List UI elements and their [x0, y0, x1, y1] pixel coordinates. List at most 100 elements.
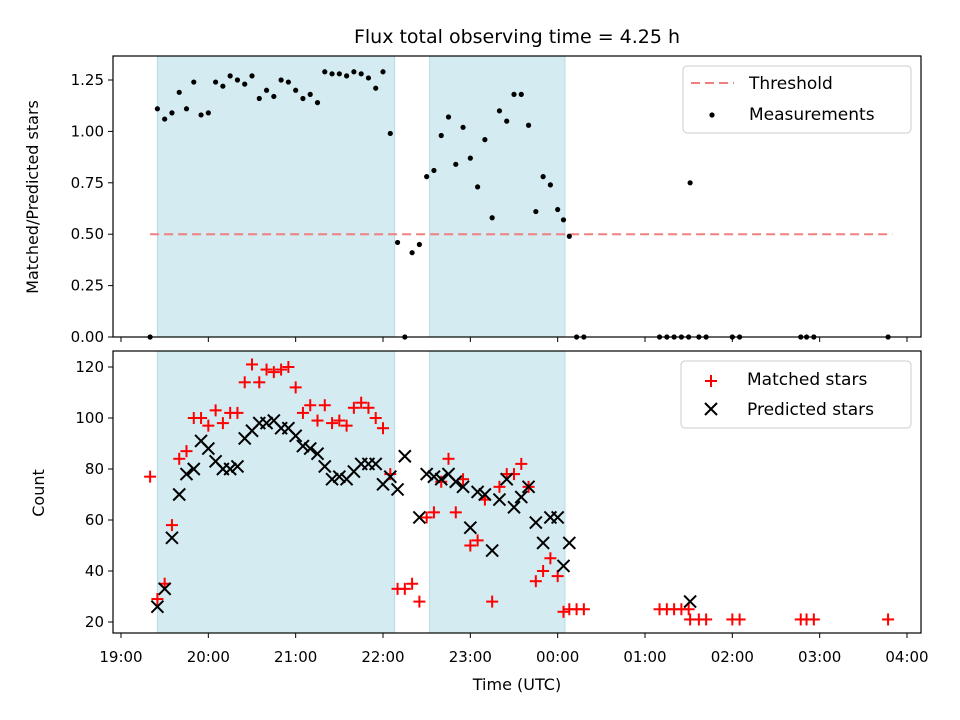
measurement-point	[460, 124, 466, 130]
predicted-star-point	[514, 490, 528, 504]
measurement-point	[365, 75, 372, 81]
predicted-star-point	[310, 446, 325, 461]
measurement-point	[183, 106, 190, 112]
measurement-point	[533, 208, 539, 215]
measurement-point	[540, 174, 546, 180]
matched-star-point	[493, 480, 506, 493]
top-legend-box	[682, 65, 912, 134]
x-tick-label: 21:00	[274, 648, 317, 666]
predicted-star-point	[296, 439, 310, 453]
measurement-point	[198, 112, 204, 118]
measurement-point	[234, 77, 241, 83]
matched-star-point	[557, 605, 570, 618]
bottom-x-ticks: 19:00 20:00 21:00 22:00 23:00 00:00 01:00 02:00…	[99, 633, 929, 666]
y-tick-label: 120	[75, 358, 104, 376]
x-tick-label: 02:00	[711, 648, 754, 666]
matched-star-point	[296, 406, 309, 419]
measurement-point	[525, 122, 532, 128]
predicted-star-point	[536, 536, 550, 550]
measurement-point	[424, 174, 430, 180]
matched-star-point	[267, 366, 280, 379]
predicted-star-point	[369, 457, 383, 471]
predicted-star-point	[434, 472, 448, 486]
measurement-point	[213, 79, 219, 85]
predicted-star-point	[187, 462, 201, 476]
predicted-star-point	[398, 449, 412, 463]
matched-star-point	[202, 419, 215, 432]
measurement-point	[278, 77, 284, 83]
predicted-star-point	[683, 594, 697, 609]
matched-star-point	[807, 613, 820, 626]
matched-star-point	[508, 468, 520, 481]
bottom-y-ticks: 20 40 60 80 100 120	[75, 358, 113, 631]
predicted-star-point	[556, 559, 571, 573]
x-axis-label: Time (UTC)	[472, 675, 561, 694]
predicted-star-point	[492, 492, 507, 507]
predicted-star-point	[303, 441, 317, 456]
predicted-star-point	[259, 416, 274, 430]
top-y-axis-label: Matched/Predicted stars	[23, 100, 42, 294]
matched-star-point	[253, 376, 266, 389]
measurement-point	[511, 91, 517, 97]
predicted-star-point	[507, 500, 521, 514]
measurement-point	[482, 137, 488, 143]
measurement-point	[205, 110, 211, 116]
predicted-star-point	[521, 480, 536, 494]
matched-star-point	[238, 376, 251, 389]
predicted-star-point	[318, 459, 332, 474]
top-plot-frame	[112, 55, 922, 338]
matched-star-point	[544, 552, 557, 565]
y-tick-label: 60	[85, 511, 104, 529]
matched-star-point	[355, 396, 368, 409]
measurement-point	[394, 239, 401, 246]
predicted-star-point	[485, 543, 499, 558]
measurement-point	[220, 83, 226, 89]
measurement-point	[227, 73, 233, 79]
y-tick-label: 0.50	[71, 225, 104, 243]
matched-star-point	[246, 358, 258, 371]
legend-matched-label: Matched stars	[747, 370, 867, 390]
matched-star-point	[282, 361, 295, 373]
matched-star-point	[369, 412, 382, 424]
shaded-interval	[156, 350, 396, 634]
top-panel: 0.00 0.25 0.50 0.75 1.00 1.25 Matched/Predict…	[23, 55, 922, 346]
matched-star-point	[406, 577, 419, 590]
measurement-point	[169, 110, 175, 116]
predicted-star-point	[230, 459, 245, 474]
matched-star-point	[173, 452, 186, 465]
top-legend: Threshold Measurements	[682, 65, 912, 134]
matched-star-point	[311, 414, 324, 427]
matched-star-point	[464, 539, 477, 552]
matched-star-point	[362, 401, 375, 414]
matched-star-point	[413, 595, 426, 608]
predicted-star-point	[383, 469, 397, 484]
measurement-point	[566, 233, 572, 239]
shaded-interval	[429, 350, 566, 634]
measurement-point	[307, 91, 313, 97]
bottom-legend: Matched stars Predicted stars	[680, 360, 912, 429]
measurement-point	[445, 114, 452, 120]
measurement-point	[547, 182, 553, 188]
measurement-point	[329, 71, 335, 77]
predicted-star-point	[470, 485, 485, 499]
matched-star-point	[551, 570, 564, 583]
measurement-point	[336, 71, 342, 77]
matched-star-point	[377, 422, 389, 435]
bottom-shaded-intervals	[156, 350, 566, 634]
x-tick-label: 04:00	[885, 648, 928, 666]
y-tick-label: 1.00	[71, 122, 104, 140]
measurement-point	[373, 85, 379, 91]
matched-star-point	[144, 470, 157, 483]
y-tick-label: 40	[85, 562, 104, 580]
x-tick-label: 19:00	[99, 648, 142, 666]
x-tick-label: 01:00	[623, 648, 666, 666]
measurement-point	[351, 69, 357, 75]
matched-star-point	[318, 399, 331, 412]
predicted-star-point	[500, 472, 514, 486]
measurement-point	[560, 217, 567, 223]
matched-star-point	[427, 506, 440, 519]
measurement-point	[504, 118, 510, 124]
matched-star-point	[682, 603, 695, 616]
measurement-point	[314, 100, 321, 106]
